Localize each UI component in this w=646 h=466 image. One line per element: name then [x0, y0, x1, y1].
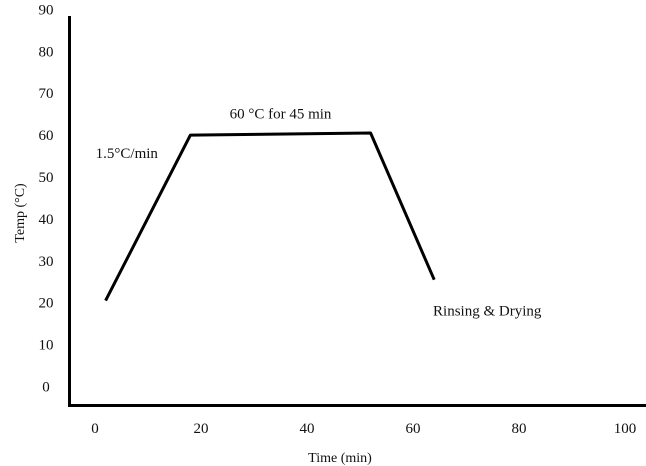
x-tick-label: 60 [406, 421, 421, 437]
y-tick-label: 10 [39, 338, 54, 354]
y-tick-label: 90 [39, 2, 54, 18]
x-tick-label: 0 [91, 421, 99, 437]
x-tick-label: 80 [512, 421, 527, 437]
plot-area [104, 131, 436, 302]
x-tick-label: 40 [300, 421, 315, 437]
annotation-label: 60 °C for 45 min [230, 106, 332, 122]
y-tick-label: 40 [39, 212, 54, 228]
x-tick-label: 20 [194, 421, 209, 437]
x-tick-labels: 0 20 40 60 80 100 [91, 421, 636, 437]
annotation-label: 1.5°C/min [96, 146, 159, 162]
annotations: 1.5°C/min 60 °C for 45 min Rinsing & Dryin… [96, 106, 542, 319]
annotation-label: Rinsing & Drying [433, 303, 542, 319]
y-tick-label: 50 [39, 170, 54, 186]
series-line [104, 131, 436, 302]
y-tick-label: 0 [42, 380, 50, 396]
y-tick-labels: 0 10 20 30 40 50 60 70 80 90 [39, 2, 54, 395]
y-tick-label: 30 [39, 254, 54, 270]
y-axis-label: Temp (°C) [13, 183, 28, 243]
x-axis-label: Time (min) [308, 451, 372, 466]
y-tick-label: 80 [39, 44, 54, 60]
y-tick-label: 70 [39, 86, 54, 102]
y-tick-label: 60 [39, 128, 54, 144]
x-tick-label: 100 [614, 421, 637, 437]
y-tick-label: 20 [39, 296, 54, 312]
